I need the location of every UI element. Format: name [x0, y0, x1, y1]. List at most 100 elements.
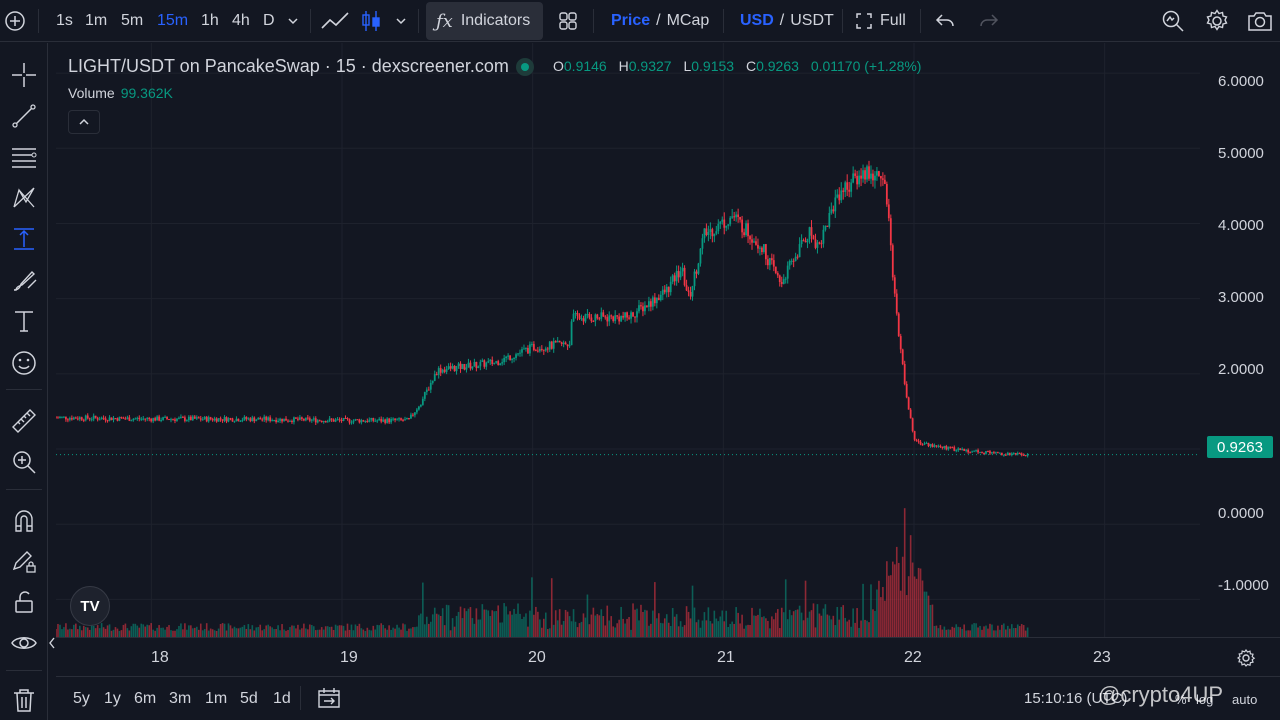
crosshair-tool[interactable]	[8, 59, 40, 91]
volume-bar	[348, 629, 351, 637]
candle-body	[338, 419, 341, 421]
candle-body	[665, 286, 668, 293]
volume-bar	[648, 625, 650, 637]
range-5y[interactable]: 5y	[73, 690, 90, 707]
candle-body	[899, 336, 902, 350]
candle-body	[491, 359, 494, 364]
price-chart[interactable]	[56, 43, 1200, 637]
usdt-option[interactable]: USDT	[790, 12, 834, 29]
volume-bar	[82, 625, 85, 637]
fib-tool[interactable]	[8, 141, 40, 173]
candle-body	[108, 417, 111, 421]
lock-all-drawings[interactable]	[8, 586, 40, 618]
templates-button[interactable]	[558, 0, 578, 42]
candle-body	[342, 417, 345, 421]
candle-body	[346, 417, 349, 419]
volume-bar	[243, 625, 246, 637]
interval-d[interactable]: D	[263, 12, 275, 29]
collapse-legend-button[interactable]	[68, 110, 100, 134]
clock[interactable]: 15:10:16 (UTC)	[1024, 690, 1128, 707]
candle-body	[953, 447, 956, 451]
zoom-tool[interactable]	[8, 446, 40, 478]
range-1y[interactable]: 1y	[104, 690, 121, 707]
candle-body	[390, 419, 393, 423]
ruler-tool[interactable]	[8, 405, 40, 437]
volume-bar	[804, 580, 807, 637]
axis-settings-button[interactable]	[1236, 648, 1256, 673]
remove-drawings[interactable]	[8, 684, 40, 716]
quick-search-button[interactable]	[1160, 0, 1186, 42]
interval-dropdown[interactable]	[285, 0, 301, 42]
sidebar-collapse-button[interactable]	[48, 636, 56, 655]
candle-body	[677, 270, 680, 278]
range-5d[interactable]: 5d	[240, 690, 258, 707]
add-symbol-button[interactable]	[4, 0, 26, 42]
range-1m[interactable]: 1m	[205, 690, 228, 707]
mcap-option[interactable]: MCap	[666, 12, 710, 29]
time-axis[interactable]	[56, 637, 1280, 675]
redo-button[interactable]	[978, 0, 1000, 42]
chart-type-candles-button[interactable]	[360, 0, 382, 42]
volume-bar	[598, 615, 601, 637]
chart-type-line-button[interactable]	[320, 0, 350, 42]
volume-bar	[402, 623, 404, 637]
magnet-tool[interactable]	[8, 504, 40, 536]
volume-bar	[830, 619, 833, 637]
candle-body	[939, 445, 942, 447]
candle-body	[885, 183, 888, 205]
fullscreen-button[interactable]: Full	[854, 0, 906, 42]
volume-bar	[449, 630, 452, 637]
settings-button[interactable]	[1204, 0, 1230, 42]
candle-body	[709, 229, 712, 233]
emoji-tool[interactable]	[8, 347, 40, 379]
volume-bar	[705, 620, 708, 637]
candle-body	[237, 418, 240, 422]
candle-body	[600, 312, 603, 319]
candle-body	[495, 361, 498, 363]
screenshot-button[interactable]	[1246, 0, 1274, 42]
go-to-date-button[interactable]	[316, 686, 342, 715]
volume-bar	[380, 623, 383, 637]
volume-bar	[271, 627, 273, 637]
candle-body	[935, 445, 938, 447]
percent-toggle[interactable]: %	[1175, 692, 1187, 707]
tradingview-logo[interactable]: TV	[70, 586, 110, 626]
interval-5m[interactable]: 5m	[121, 12, 144, 29]
currency-toggle[interactable]: USD / USDT	[740, 0, 834, 42]
interval-4h[interactable]: 4h	[232, 12, 250, 29]
hide-drawings[interactable]	[8, 627, 40, 659]
auto-toggle[interactable]: auto	[1232, 692, 1258, 707]
volume-bar	[790, 615, 793, 637]
candle-body	[1002, 454, 1005, 456]
range-6m[interactable]: 6m	[134, 690, 157, 707]
interval-1h[interactable]: 1h	[201, 12, 219, 29]
symbol-title[interactable]: LIGHT/USDT on PancakeSwap · 15 · dexscre…	[68, 56, 509, 76]
log-toggle[interactable]: log	[1196, 692, 1214, 707]
candle-body	[170, 419, 172, 421]
trend-line-tool[interactable]	[8, 100, 40, 132]
volume-bar	[231, 628, 234, 637]
time-axis-label: 20	[528, 649, 546, 666]
volume-bar	[507, 614, 509, 637]
volume-bar	[443, 625, 446, 637]
price-option[interactable]: Price	[611, 12, 651, 29]
interval-1s[interactable]: 1s	[56, 12, 73, 29]
undo-button[interactable]	[934, 0, 956, 42]
usd-option[interactable]: USD	[740, 12, 774, 29]
price-axis[interactable]	[1200, 43, 1280, 637]
volume-bar	[477, 619, 480, 637]
indicators-button[interactable]: ƒx Indicators	[436, 0, 530, 42]
candle-body	[128, 417, 131, 421]
unlock-icon	[15, 591, 33, 613]
range-3m[interactable]: 3m	[169, 690, 192, 707]
range-1d[interactable]: 1d	[273, 690, 291, 707]
projection-tool[interactable]	[8, 223, 40, 255]
interval-15m[interactable]: 15m	[157, 12, 189, 29]
lock-drawings-mode[interactable]	[8, 545, 40, 577]
price-mcap-toggle[interactable]: Price / MCap	[611, 0, 709, 42]
text-tool[interactable]	[8, 305, 40, 337]
chart-type-dropdown[interactable]	[393, 0, 409, 42]
interval-1m[interactable]: 1m	[85, 12, 108, 29]
brush-tool[interactable]	[8, 264, 40, 296]
pattern-tool[interactable]	[8, 182, 40, 214]
